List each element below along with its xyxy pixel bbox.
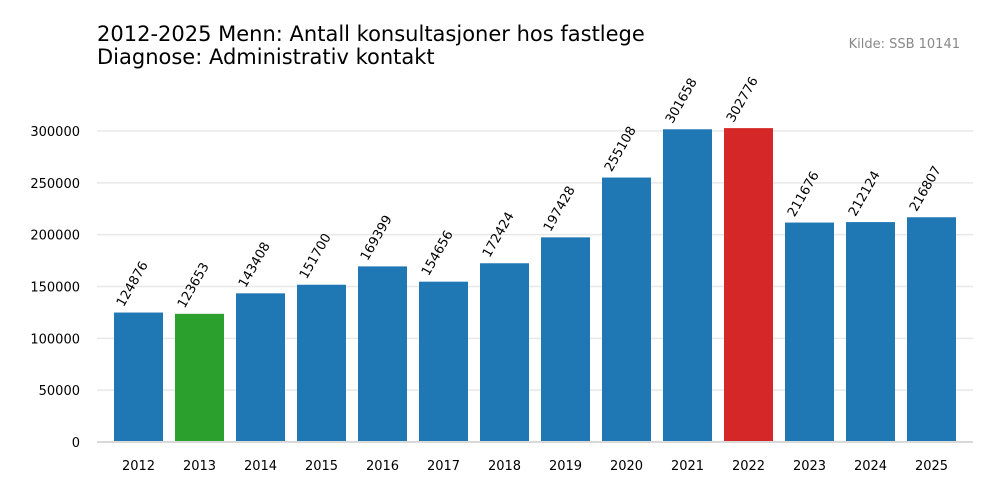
bar [358,266,407,442]
x-tick-label: 2012 [122,459,155,474]
bar [419,281,468,442]
bar [663,129,712,443]
bar [785,222,834,442]
y-tick-label: 100000 [30,332,80,347]
bar [175,313,224,442]
x-tick-label: 2021 [671,459,704,474]
y-tick-label: 300000 [30,125,80,140]
x-tick-label: 2019 [549,459,582,474]
x-tick-label: 2017 [427,459,460,474]
data-label: 301658 [663,76,701,126]
data-label: 212124 [846,169,884,219]
data-label: 154656 [419,228,457,278]
bar [724,128,773,443]
data-label: 216807 [907,164,945,214]
x-tick-label: 2023 [793,459,826,474]
bar [602,177,651,443]
chart-title-line2: Diagnose: Administrativ kontakt [97,45,435,69]
data-label: 143408 [236,240,274,290]
y-tick-label: 50000 [39,384,80,399]
chart-title-line1: 2012-2025 Menn: Antall konsultasjoner ho… [97,22,645,46]
x-tick-label: 2020 [610,459,643,474]
bar [907,217,956,442]
x-tick-label: 2013 [183,459,216,474]
x-tick-label: 2015 [305,459,338,474]
bar [236,293,285,442]
bar [297,284,346,442]
x-tick-label: 2018 [488,459,521,474]
bar [114,312,163,442]
data-label: 197428 [541,184,579,234]
x-tick-label: 2016 [366,459,399,474]
y-tick-label: 250000 [30,177,80,192]
chart-title: 2012-2025 Menn: Antall konsultasjoner ho… [97,23,645,69]
y-tick-label: 150000 [30,281,80,296]
data-label: 302776 [724,75,762,125]
data-label: 124876 [114,259,152,309]
data-label: 151700 [297,231,335,281]
y-tick-label: 200000 [30,229,80,244]
x-tick-label: 2022 [732,459,765,474]
bar [846,222,895,442]
x-tick-label: 2014 [244,459,277,474]
y-tick-label: 0 [72,436,80,451]
bar [480,263,529,442]
data-label: 123653 [175,260,213,310]
bar [541,237,590,442]
x-tick-label: 2024 [854,459,887,474]
x-tick-label: 2025 [915,459,948,474]
source-note: Kilde: SSB 10141 [848,37,960,52]
data-label: 211676 [785,169,823,219]
data-label: 169399 [358,213,396,263]
